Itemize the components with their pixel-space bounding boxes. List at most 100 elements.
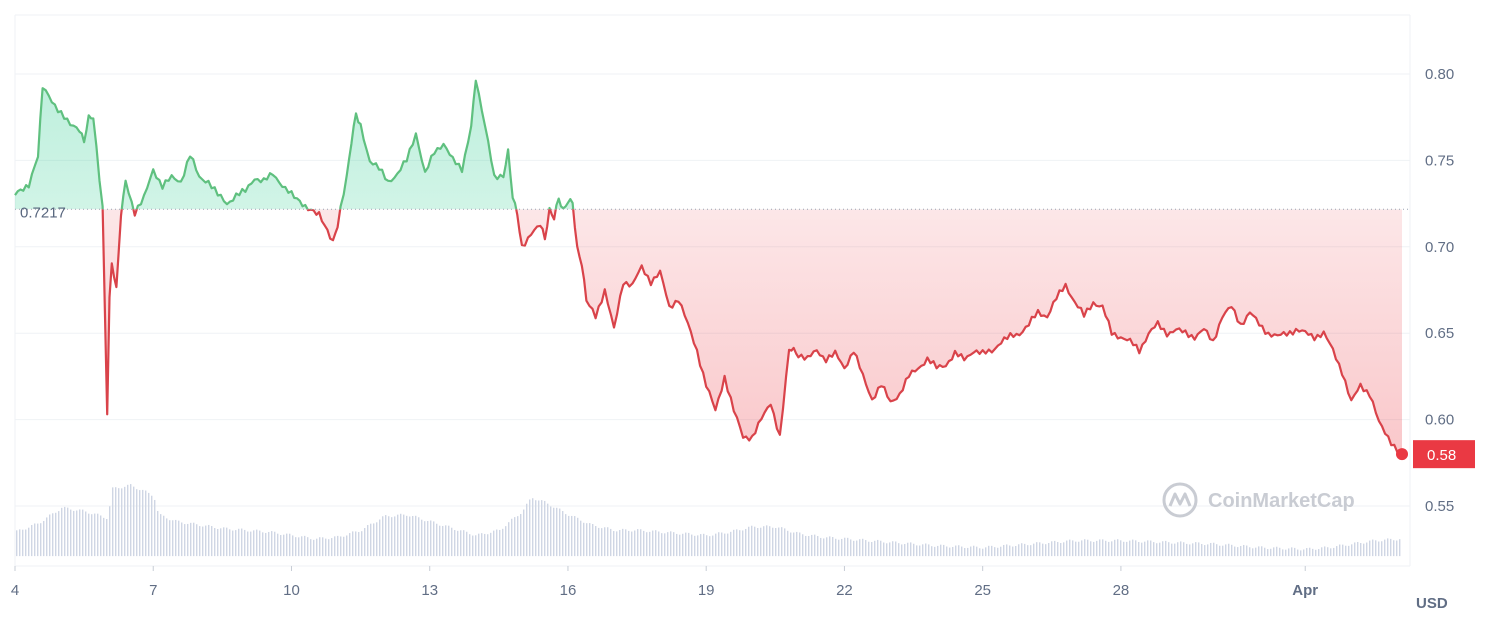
volume-bar [709,536,711,557]
volume-bar [1177,542,1179,557]
volume-bar [319,537,321,557]
volume-bar [1021,543,1023,557]
volume-bar [391,517,393,557]
volume-bar [577,517,579,557]
volume-bar [274,531,276,557]
volume-bar [637,529,639,557]
volume-bar [412,515,414,557]
price-area-above [15,80,1402,210]
volume-bar [655,530,657,557]
volume-bar [397,514,399,557]
volume-bar [973,545,975,557]
y-tick-label: 0.70 [1425,239,1454,256]
last-price-text: 0.58 [1427,447,1456,464]
volume-bar [1162,541,1164,557]
volume-bar [235,530,237,557]
volume-bar [853,540,855,557]
volume-bar [1090,541,1092,557]
volume-bar [1255,547,1257,557]
x-axis: 4 7 10 13 16 19 22 25 28 Apr [11,566,1318,599]
volume-bar [571,515,573,557]
volume-bar [814,534,816,557]
volume-bar [1369,540,1371,557]
volume-bar [1318,549,1320,557]
volume-bar [400,513,402,557]
volume-bar [61,507,63,557]
volume-bar [766,525,768,557]
volume-bar [151,495,153,557]
volume-bar [898,543,900,557]
volume-bar [541,500,543,557]
volume-bar [352,531,354,557]
volume-bar [688,532,690,557]
volume-bar [1036,542,1038,557]
volume-bar [1297,549,1299,557]
volume-bar [841,538,843,557]
volume-bar [196,524,198,557]
volume-bar [334,536,336,557]
volume-bar [742,530,744,557]
volume-bar [913,543,915,557]
volume-bar [85,511,87,557]
volume-bar [700,534,702,557]
volume-bar [103,517,105,557]
volume-bar [250,531,252,557]
volume-bar [856,540,858,557]
volume-bar [382,516,384,557]
volume-bar [445,525,447,557]
volume-bar [1225,544,1227,557]
x-tick-label: 13 [421,582,438,599]
volume-bar [133,486,135,557]
volume-bar [292,535,294,557]
volume-bar [649,531,651,557]
volume-bar [22,529,24,557]
volume-bar [562,511,564,557]
volume-bar [1183,542,1185,557]
volume-bar [994,547,996,557]
volume-bar [1033,543,1035,557]
volume-bar [1336,546,1338,557]
grid-lines [14,14,1411,567]
volume-bar [631,531,633,557]
coinmarketcap-logo-icon [1162,482,1198,518]
volume-bar [1144,541,1146,557]
volume-bar [409,516,411,557]
volume-bar [1135,540,1137,557]
volume-bar [442,525,444,557]
volume-bar [259,530,261,557]
volume-bar [652,530,654,557]
volume-bar [1045,544,1047,557]
volume-bar [58,511,60,557]
volume-bar [91,514,93,557]
volume-bar [1009,545,1011,557]
volume-bar [1363,543,1365,557]
volume-bar [1357,542,1359,557]
volume-bar [922,544,924,557]
volume-bar [640,529,642,557]
volume-bar [166,518,168,557]
volume-bar [1066,540,1068,557]
volume-bar [52,513,54,557]
volume-bar [247,531,249,557]
volume-bar [454,530,456,557]
volume-bar [331,538,333,557]
volume-bar [493,530,495,557]
y-tick-label: 0.55 [1425,498,1454,515]
volume-bar [1171,543,1173,557]
volume-bar [1129,540,1131,557]
volume-bar [175,519,177,557]
volume-bar [697,535,699,557]
volume-bar [1027,545,1029,557]
volume-bar [427,521,429,557]
volume-bar [223,527,225,557]
volume-bar [430,520,432,557]
volume-bar [607,527,609,557]
volume-bar [1324,546,1326,557]
volume-bar [967,547,969,557]
volume-bar [565,514,567,557]
last-price-marker: 0.58 [1396,440,1475,469]
volume-bar [703,533,705,557]
volume-bar [739,530,741,557]
volume-bar [775,528,777,557]
volume-bar [1126,541,1128,557]
